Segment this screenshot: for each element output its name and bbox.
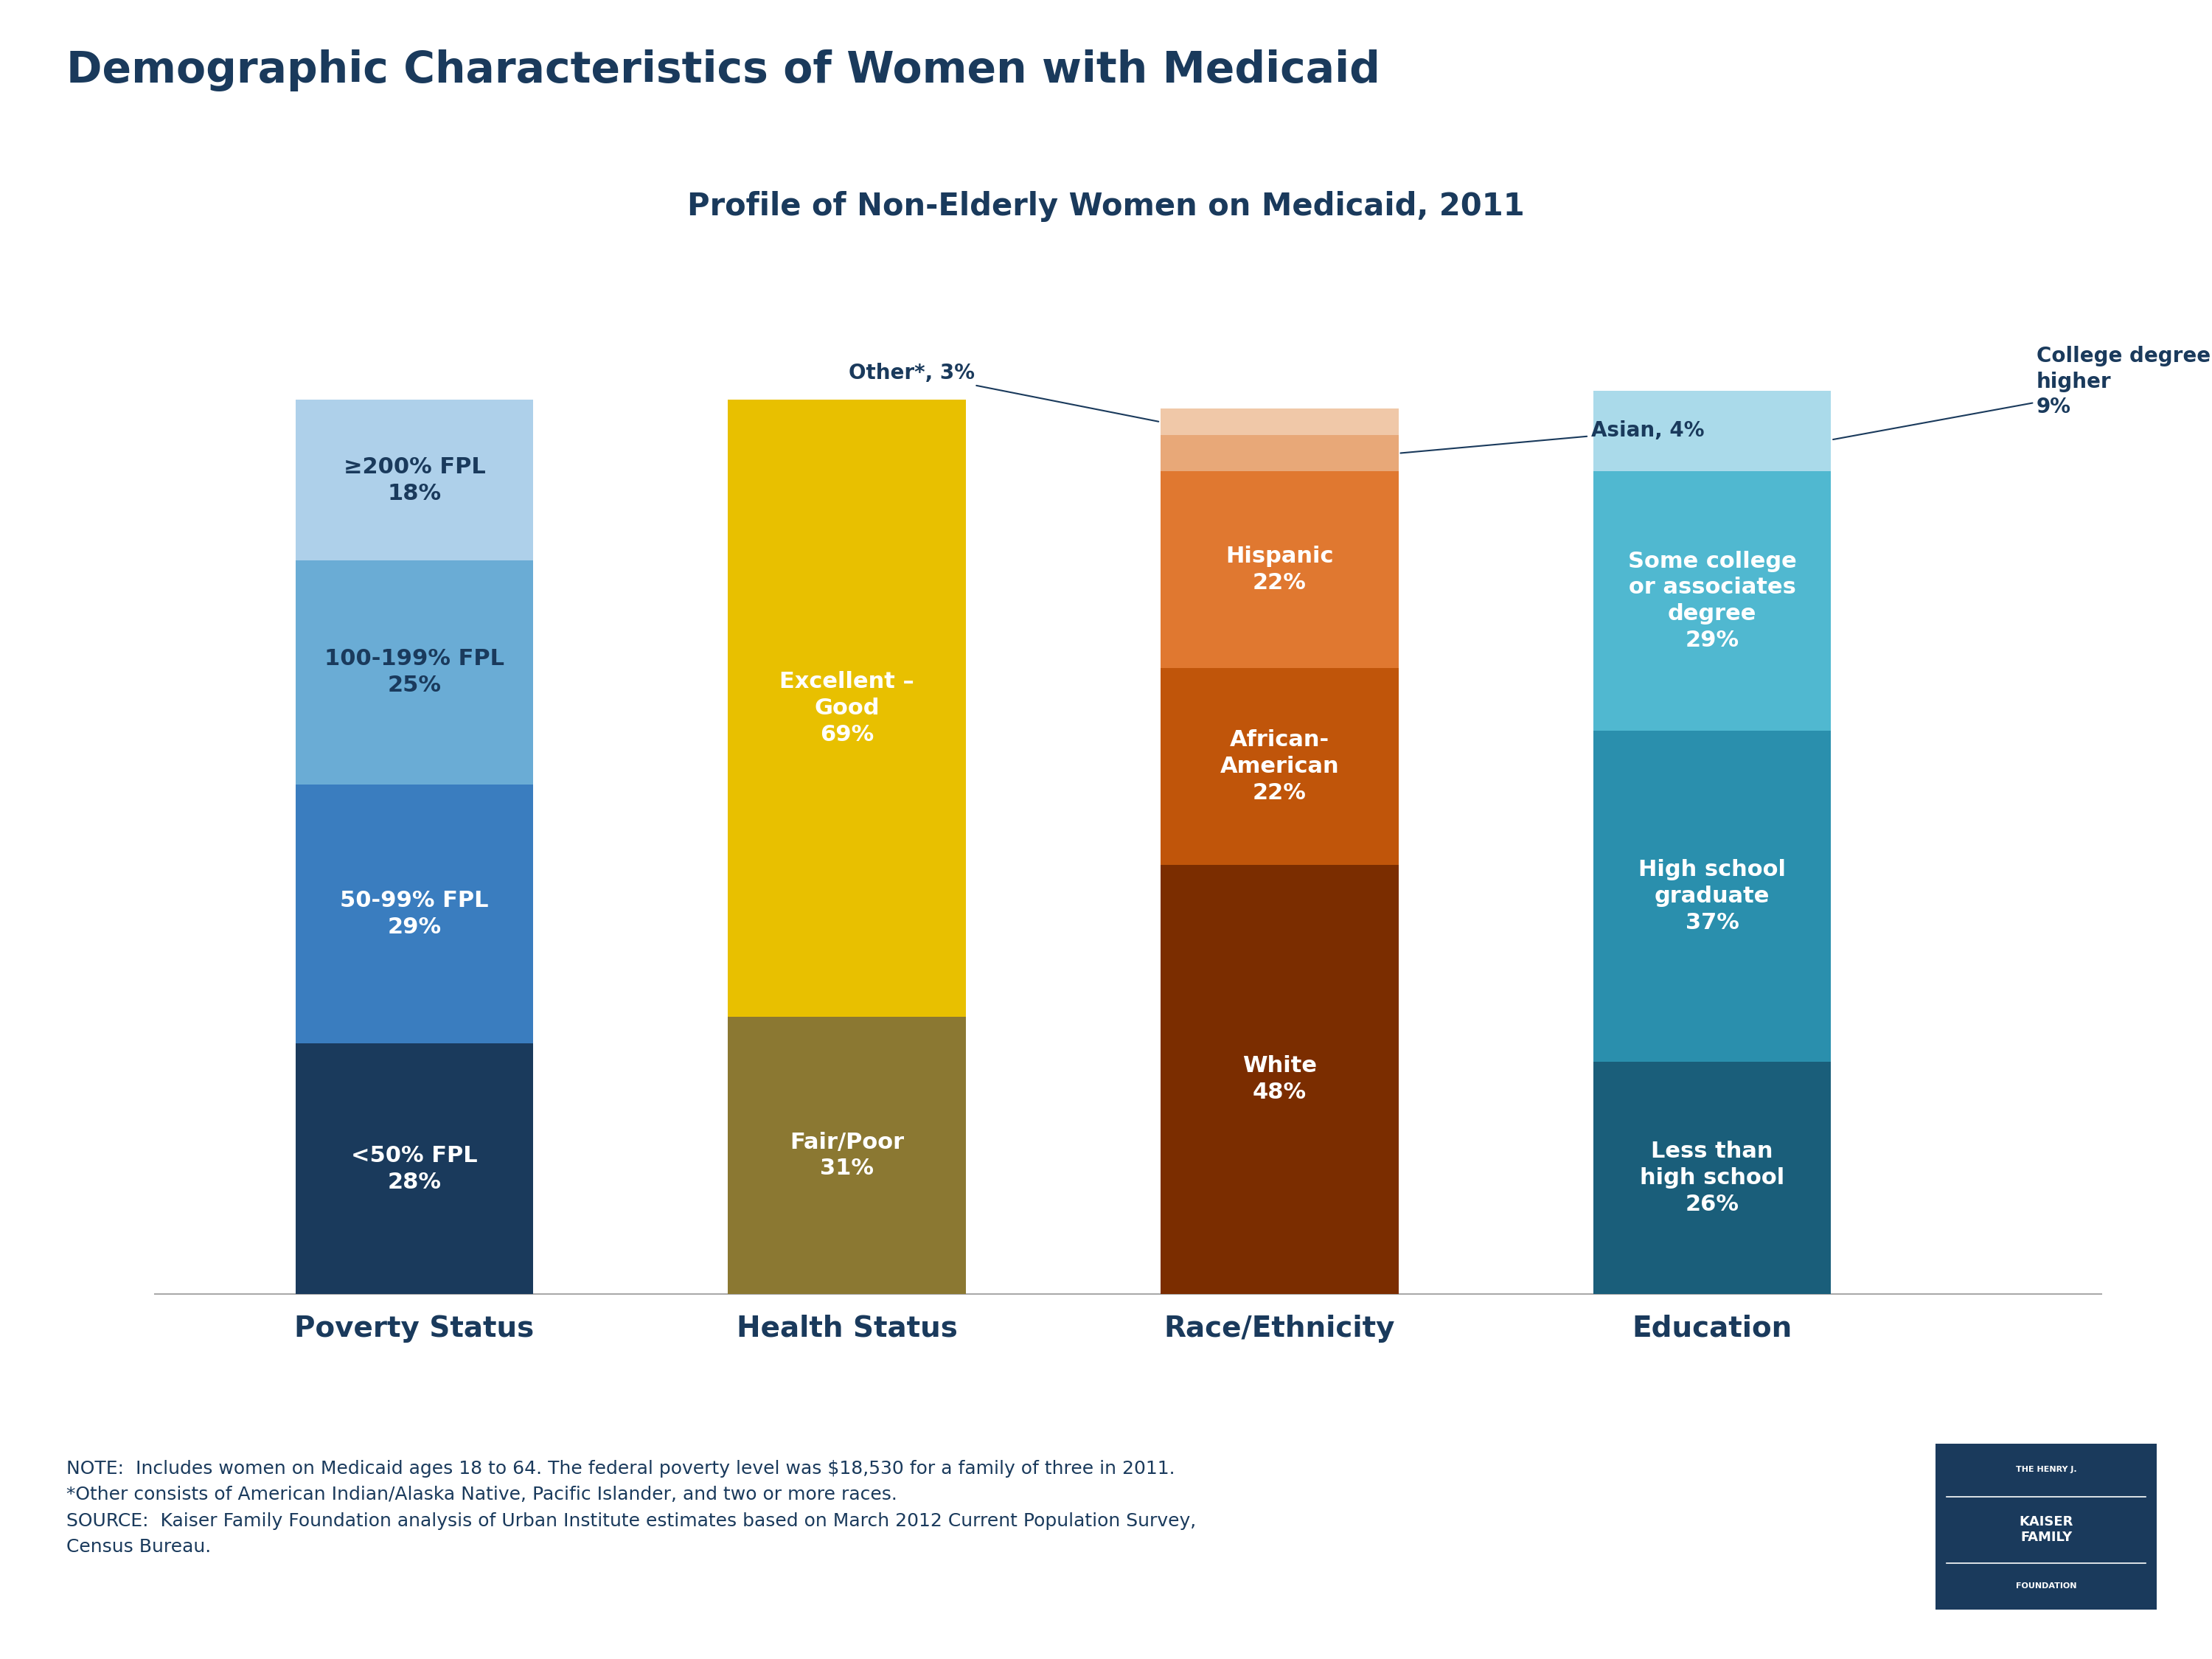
Text: FOUNDATION: FOUNDATION [2015, 1583, 2077, 1589]
Text: Demographic Characteristics of Women with Medicaid: Demographic Characteristics of Women wit… [66, 50, 1380, 91]
Bar [1593, 730, 1832, 1062]
Text: Asian, 4%: Asian, 4% [1400, 421, 1703, 453]
Text: College degree and
higher
9%: College degree and higher 9% [1834, 345, 2212, 440]
Text: Some college
or associates
degree
29%: Some college or associates degree 29% [1628, 551, 1796, 652]
Bar [728, 1017, 967, 1294]
Bar [296, 1044, 533, 1294]
Text: 100-199% FPL
25%: 100-199% FPL 25% [325, 649, 504, 697]
Text: KAISER
FAMILY: KAISER FAMILY [2020, 1515, 2073, 1545]
Text: 50-99% FPL
29%: 50-99% FPL 29% [341, 889, 489, 937]
Bar [296, 400, 533, 561]
Bar [296, 785, 533, 1044]
Text: High school
graduate
37%: High school graduate 37% [1639, 859, 1785, 932]
Text: Fair/Poor
31%: Fair/Poor 31% [790, 1131, 905, 1180]
Bar [1593, 1062, 1832, 1294]
Text: African-
American
22%: African- American 22% [1221, 730, 1338, 803]
Text: Less than
high school
26%: Less than high school 26% [1639, 1141, 1785, 1214]
Text: <50% FPL
28%: <50% FPL 28% [352, 1145, 478, 1193]
Bar [1161, 408, 1398, 435]
Text: Other*, 3%: Other*, 3% [849, 362, 1159, 421]
Bar [296, 561, 533, 785]
Bar [1593, 471, 1832, 730]
Text: Excellent –
Good
69%: Excellent – Good 69% [779, 670, 914, 745]
Bar [1161, 669, 1398, 864]
Text: THE HENRY J.: THE HENRY J. [2015, 1467, 2077, 1473]
Bar [728, 400, 967, 1017]
Bar [1161, 864, 1398, 1294]
Text: Profile of Non-Elderly Women on Medicaid, 2011: Profile of Non-Elderly Women on Medicaid… [688, 191, 1524, 222]
Text: NOTE:  Includes women on Medicaid ages 18 to 64. The federal poverty level was $: NOTE: Includes women on Medicaid ages 18… [66, 1460, 1197, 1556]
Text: White
48%: White 48% [1243, 1055, 1316, 1103]
Bar [1161, 471, 1398, 669]
Text: ≥200% FPL
18%: ≥200% FPL 18% [343, 456, 484, 504]
Bar [1161, 435, 1398, 471]
Bar [1593, 390, 1832, 471]
Text: Hispanic
22%: Hispanic 22% [1225, 546, 1334, 594]
